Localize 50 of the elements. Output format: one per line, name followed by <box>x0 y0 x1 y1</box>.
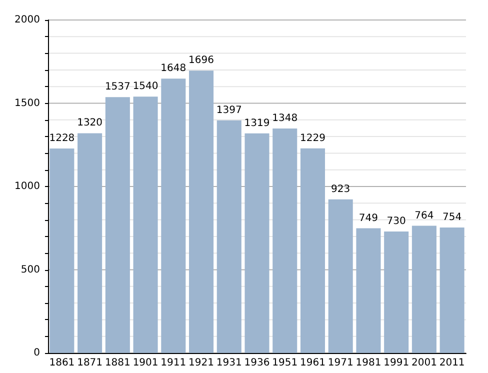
x-tick-label: 1971 <box>328 358 354 368</box>
y-tick-label: 1500 <box>14 98 40 109</box>
data-label: 1348 <box>272 113 298 124</box>
data-label: 1537 <box>104 82 130 93</box>
x-tick-label: 1981 <box>356 358 382 368</box>
bar <box>412 226 436 353</box>
x-tick-label: 1901 <box>132 358 158 368</box>
bar <box>161 78 186 353</box>
bar <box>384 231 409 353</box>
bar <box>440 227 464 353</box>
data-label: 764 <box>414 210 434 222</box>
data-label: 923 <box>331 184 350 195</box>
y-tick-label: 500 <box>20 264 40 276</box>
bar <box>189 70 214 353</box>
data-label: 1696 <box>188 55 214 66</box>
data-label: 1648 <box>160 63 186 74</box>
data-label: 754 <box>442 212 462 223</box>
x-tick-label: 2001 <box>411 358 437 368</box>
data-label: 1319 <box>244 118 270 129</box>
x-tick-label: 1881 <box>104 358 130 368</box>
x-tick-label: 1951 <box>272 358 298 368</box>
bar <box>356 228 381 353</box>
x-tick-label: 1871 <box>77 358 103 368</box>
bar <box>328 199 353 353</box>
x-tick-label: 1931 <box>216 358 242 368</box>
bar <box>216 120 242 353</box>
y-tick-label: 1000 <box>14 181 40 192</box>
data-label: 1540 <box>132 81 158 92</box>
bar <box>105 97 130 353</box>
bar <box>272 128 298 353</box>
data-label: 749 <box>358 212 378 224</box>
x-tick-label: 1991 <box>384 358 410 368</box>
x-tick-label: 2011 <box>439 358 465 368</box>
y-tick-label: 0 <box>34 348 40 358</box>
y-tick-label: 2000 <box>14 14 40 26</box>
x-tick-label: 1861 <box>49 358 75 368</box>
bar <box>244 133 270 353</box>
bar <box>133 96 158 353</box>
bar <box>78 133 102 353</box>
bar <box>50 148 74 353</box>
data-label: 1228 <box>49 133 75 144</box>
data-label: 730 <box>386 216 406 227</box>
data-label: 1229 <box>300 132 326 144</box>
x-tick-label: 1921 <box>188 358 214 368</box>
data-label: 1320 <box>77 118 103 129</box>
x-tick-label: 1911 <box>160 358 186 368</box>
data-label: 1397 <box>216 104 242 116</box>
bar <box>300 148 325 353</box>
x-tick-label: 1961 <box>300 358 326 368</box>
x-tick-label: 1936 <box>244 358 270 368</box>
